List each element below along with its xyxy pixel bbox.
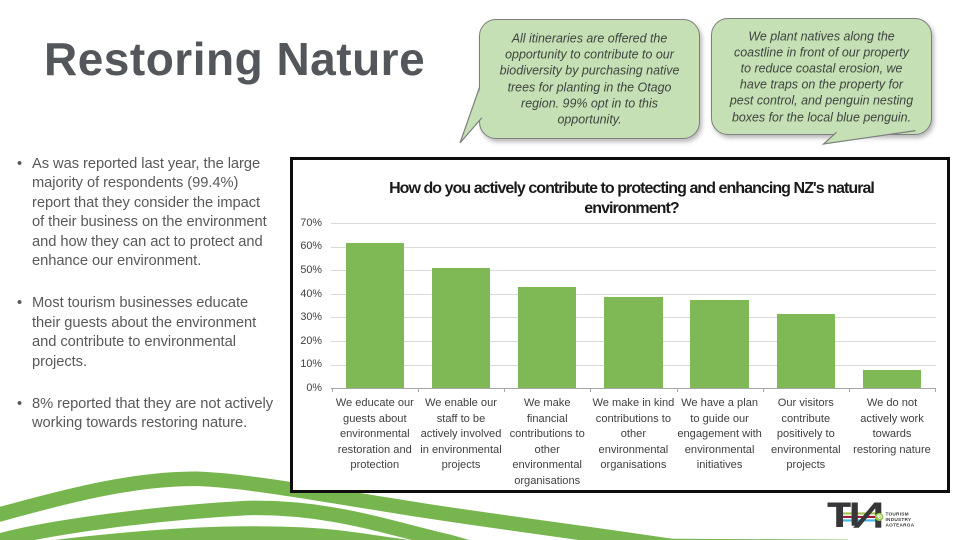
svg-text:TOURISM: TOURISM [886,512,909,517]
svg-text:AOTEAROA: AOTEAROA [886,522,915,527]
svg-text:INDUSTRY: INDUSTRY [886,517,912,522]
